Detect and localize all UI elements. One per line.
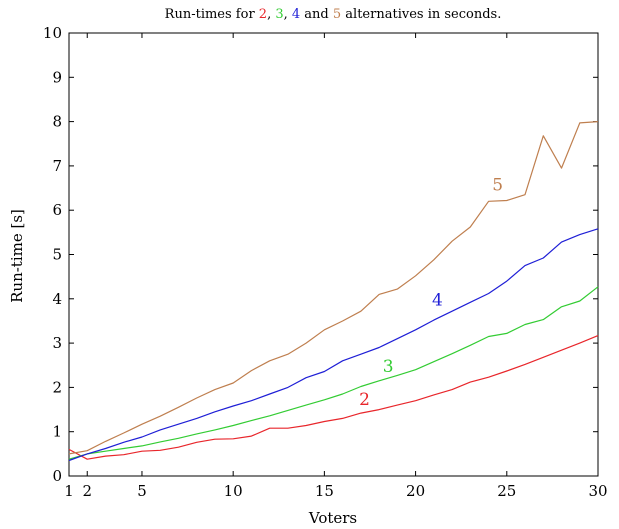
title-part-3: 3 [275,7,283,22]
series-line-3 [68,286,599,460]
series-line-5 [68,121,599,455]
y-tick-label: 7 [52,157,62,175]
x-axis: 1 2 5 10 15 20 25 30 [64,33,608,500]
series-label-3: 3 [383,357,394,377]
y-tick-label: 8 [52,113,62,131]
y-tick-label: 3 [52,334,62,352]
chart-title: Run-times for 2, 3, 4 and 5 alternatives… [165,7,502,22]
x-tick-label: 2 [82,482,92,500]
series-label-5: 5 [492,175,503,195]
y-tick-label: 5 [52,246,62,264]
y-tick-label: 6 [52,201,62,219]
y-tick-label: 1 [52,423,62,441]
x-tick-label: 15 [315,482,334,500]
title-part-8: alternatives in seconds. [341,7,501,22]
title-part-0: Run-times for [165,7,259,22]
title-part-5: 4 [292,7,300,22]
title-part-1: 2 [259,7,267,22]
y-axis-title: Run-time [s] [8,209,26,303]
series-lines [68,121,599,462]
y-tick-label: 4 [52,290,62,308]
series-label-2: 2 [359,390,370,410]
title-part-7: 5 [333,7,341,22]
title-part-4: , [284,7,292,22]
title-part-2: , [267,7,275,22]
x-tick-label: 10 [224,482,243,500]
y-tick-label: 2 [52,378,62,396]
series-label-4: 4 [432,290,443,310]
x-tick-label: 5 [137,482,147,500]
x-tick-label: 1 [64,482,74,500]
series-labels: 23 4 5 [359,175,503,410]
series-line-2 [68,335,599,460]
x-tick-label: 25 [497,482,516,500]
title-part-6: and [300,7,333,22]
y-tick-label: 9 [52,68,62,86]
y-tick-label: 0 [52,467,62,485]
plot-frame [68,32,599,477]
y-tick-label: 10 [43,24,62,42]
x-tick-label: 30 [588,482,607,500]
x-tick-label: 20 [406,482,425,500]
series-line-4 [68,228,599,462]
x-axis-title: Voters [308,509,357,527]
